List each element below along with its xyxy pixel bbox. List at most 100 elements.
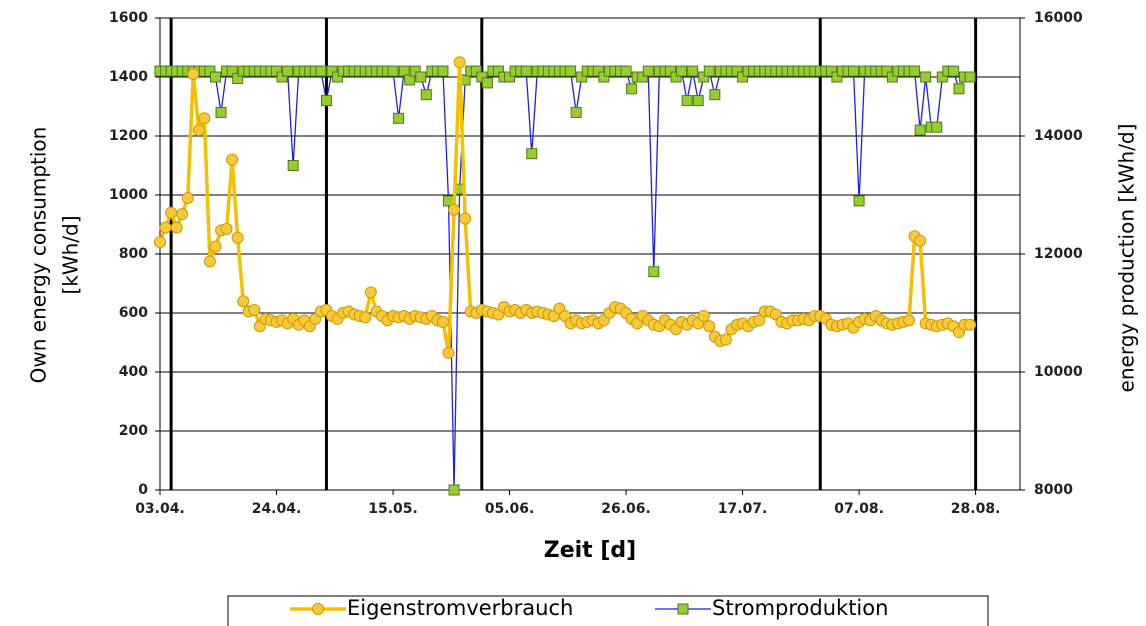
data-point bbox=[526, 148, 538, 160]
data-point bbox=[703, 65, 715, 77]
data-point bbox=[226, 153, 239, 166]
data-point bbox=[470, 65, 482, 77]
y-tick-label: 1200 bbox=[109, 128, 148, 144]
data-point bbox=[642, 65, 654, 77]
y-tick-label: 1400 bbox=[109, 69, 148, 85]
y2-tick-label: 10000 bbox=[1034, 364, 1083, 380]
data-point bbox=[359, 311, 372, 324]
data-point bbox=[282, 65, 294, 77]
data-point bbox=[626, 83, 638, 95]
data-point bbox=[159, 221, 172, 234]
data-point bbox=[719, 333, 732, 346]
data-point bbox=[170, 221, 183, 234]
legend-label: Eigenstromverbrauch bbox=[347, 596, 573, 620]
data-point bbox=[909, 65, 921, 77]
data-point bbox=[404, 74, 416, 86]
data-point bbox=[492, 65, 504, 77]
data-point bbox=[215, 106, 227, 118]
x-tick-label: 24.04. bbox=[252, 501, 302, 517]
data-point bbox=[520, 65, 532, 77]
data-point bbox=[692, 95, 704, 107]
data-point bbox=[220, 222, 233, 235]
data-point bbox=[271, 65, 283, 77]
data-point bbox=[398, 65, 410, 77]
data-point bbox=[320, 95, 332, 107]
data-point bbox=[737, 71, 749, 83]
data-point bbox=[165, 206, 178, 219]
data-point bbox=[825, 65, 837, 77]
data-point bbox=[697, 309, 710, 322]
data-point bbox=[287, 160, 299, 171]
legend-label: Stromproduktion bbox=[712, 596, 888, 620]
data-point bbox=[953, 83, 965, 95]
y-tick-label: 200 bbox=[119, 423, 148, 439]
data-point bbox=[415, 71, 427, 83]
y-axis-title: [kWh/d] bbox=[59, 215, 83, 294]
data-point bbox=[209, 71, 221, 83]
data-point bbox=[459, 212, 472, 225]
data-point bbox=[364, 286, 377, 299]
data-point bbox=[237, 295, 250, 308]
data-point bbox=[332, 71, 344, 83]
data-point bbox=[187, 68, 200, 81]
data-point bbox=[409, 65, 421, 77]
data-point bbox=[881, 65, 893, 77]
data-point bbox=[753, 314, 766, 327]
data-point bbox=[248, 304, 261, 317]
data-point bbox=[947, 65, 959, 77]
y-axis-title: Own energy consumption bbox=[27, 127, 51, 384]
x-tick-label: 03.04. bbox=[135, 501, 185, 517]
y2-tick-label: 16000 bbox=[1034, 10, 1083, 26]
data-point bbox=[687, 65, 699, 77]
data-point bbox=[442, 346, 455, 359]
data-point bbox=[232, 72, 244, 84]
data-point bbox=[209, 240, 222, 253]
legend-box bbox=[227, 595, 989, 626]
data-point bbox=[731, 65, 743, 77]
x-tick-label: 17.07. bbox=[718, 501, 768, 517]
y-tick-label: 0 bbox=[138, 482, 148, 498]
data-point bbox=[453, 56, 466, 69]
x-tick-label: 07.08. bbox=[834, 501, 884, 517]
data-point bbox=[198, 112, 211, 125]
data-point bbox=[681, 95, 693, 107]
data-point bbox=[276, 71, 288, 83]
data-point bbox=[504, 71, 516, 83]
x-tick-label: 28.08. bbox=[951, 501, 1001, 517]
y-tick-label: 1000 bbox=[109, 187, 148, 203]
data-point bbox=[576, 71, 588, 83]
data-point bbox=[709, 89, 721, 101]
data-point bbox=[903, 314, 916, 327]
data-point bbox=[476, 71, 488, 83]
data-point bbox=[387, 65, 399, 77]
data-point bbox=[648, 266, 660, 278]
y-tick-label: 1600 bbox=[109, 10, 148, 26]
data-point bbox=[570, 106, 582, 118]
data-point bbox=[448, 203, 461, 216]
x-tick-label: 05.06. bbox=[485, 501, 535, 517]
data-point bbox=[437, 65, 449, 77]
data-point bbox=[914, 124, 926, 136]
data-point bbox=[886, 71, 898, 83]
legend-swatch bbox=[312, 603, 324, 615]
y2-tick-label: 12000 bbox=[1034, 246, 1083, 262]
data-point bbox=[226, 65, 238, 77]
data-point bbox=[620, 65, 632, 77]
y2-tick-label: 14000 bbox=[1034, 128, 1083, 144]
data-point bbox=[203, 255, 216, 268]
data-point bbox=[936, 71, 948, 83]
data-point bbox=[703, 320, 716, 333]
x-tick-label: 26.06. bbox=[601, 501, 651, 517]
data-point bbox=[914, 234, 927, 247]
data-point bbox=[964, 318, 977, 331]
data-point bbox=[231, 231, 244, 244]
data-point bbox=[637, 71, 649, 83]
data-point bbox=[964, 71, 976, 83]
data-point bbox=[176, 208, 189, 221]
data-point bbox=[204, 65, 216, 77]
x-tick-label: 15.05. bbox=[368, 501, 418, 517]
data-point bbox=[481, 77, 493, 89]
data-point bbox=[326, 65, 338, 77]
